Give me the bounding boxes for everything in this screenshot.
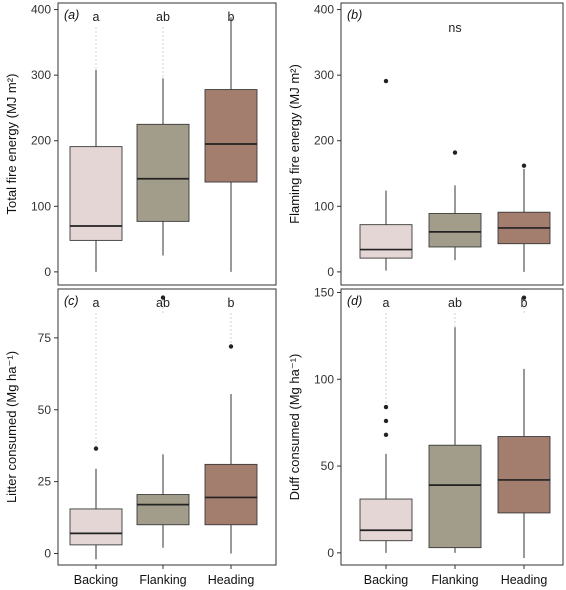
panel-label: (d) — [347, 294, 362, 308]
outlier-point — [521, 295, 527, 300]
box-iqr — [359, 224, 413, 259]
y-tick-label: 50 — [321, 459, 335, 473]
box-heading: b — [204, 296, 258, 554]
y-tick-label: 0 — [327, 265, 334, 279]
outlier-point — [452, 150, 458, 155]
x-category-label: Flanking — [139, 573, 186, 587]
y-tick-label: 150 — [314, 285, 334, 299]
significance-letter: a — [93, 296, 100, 310]
y-tick-label: 0 — [327, 546, 334, 560]
y-axis-label: Flaming fire energy (MJ m²) — [287, 64, 302, 224]
box-flanking: ab — [428, 296, 482, 553]
significance-letter: b — [228, 296, 235, 310]
box-iqr — [69, 146, 123, 241]
box-heading: b — [497, 295, 551, 559]
y-tick-label: 400 — [31, 3, 51, 17]
panel-frame — [57, 2, 277, 286]
y-tick-label: 0 — [44, 547, 51, 561]
box-backing: a — [359, 296, 413, 553]
significance-letter: a — [93, 10, 100, 24]
panel-4: 0 50 100 150 Duff consumed (Mg ha⁻¹) (d) a ab b B… — [287, 285, 564, 587]
annotation-ns: ns — [448, 21, 461, 35]
y-tick-label: 75 — [38, 331, 52, 345]
significance-letter: a — [383, 296, 390, 310]
panel-label: (b) — [347, 8, 362, 22]
significance-letter: ab — [156, 10, 170, 24]
outlier-point — [228, 344, 234, 349]
y-tick-label: 50 — [38, 403, 52, 417]
x-category-label: Backing — [74, 573, 119, 587]
box-iqr — [428, 444, 482, 549]
y-axis-label: Total fire energy (MJ m²) — [4, 74, 19, 215]
y-tick-label: 100 — [314, 372, 334, 386]
box-backing: a — [69, 10, 123, 272]
outlier-point — [383, 404, 389, 410]
y-tick-label: 25 — [38, 475, 52, 489]
box-heading: b — [204, 10, 258, 272]
x-category-label: Backing — [364, 573, 409, 587]
x-category-label: Heading — [501, 573, 548, 587]
box-backing — [359, 78, 413, 271]
significance-letter: ab — [448, 296, 462, 310]
panel-3: 0 25 50 75 Litter consumed (Mg ha⁻¹) (c) a ab b B… — [4, 288, 277, 587]
panel-2: 0 100 200 300 400 Flaming fire energy (MJ m²)… — [287, 2, 564, 286]
y-tick-label: 100 — [314, 199, 334, 213]
box-iqr — [497, 436, 551, 514]
y-tick-label: 300 — [314, 68, 334, 82]
y-tick-label: 0 — [44, 265, 51, 279]
y-tick-label: 200 — [31, 134, 51, 148]
significance-letter: ab — [156, 296, 170, 310]
panel-label: (c) — [64, 294, 79, 308]
y-tick-label: 100 — [31, 199, 51, 213]
y-tick-label: 200 — [314, 134, 334, 148]
box-flanking: ab — [136, 10, 190, 256]
box-backing: a — [69, 296, 123, 560]
significance-letter: b — [228, 10, 235, 24]
significance-letter: b — [521, 296, 528, 310]
outlier-point — [383, 418, 389, 424]
panel-frame — [340, 2, 564, 286]
box-iqr — [359, 498, 413, 542]
y-tick-label: 400 — [314, 3, 334, 17]
box-iqr — [428, 213, 482, 248]
y-tick-label: 300 — [31, 68, 51, 82]
outlier-point — [93, 446, 99, 451]
box-iqr — [204, 89, 258, 183]
box-iqr — [204, 463, 258, 526]
box-iqr — [136, 123, 190, 222]
box-iqr — [136, 494, 190, 526]
outlier-point — [383, 78, 389, 84]
box-flanking — [428, 150, 482, 261]
outlier-point — [160, 295, 166, 300]
outlier-point — [383, 432, 389, 438]
panel-1: 0 100 200 300 400 Total fire energy (MJ m²) (a… — [4, 2, 277, 286]
panel-frame — [57, 288, 277, 566]
x-category-label: Heading — [208, 573, 255, 587]
outlier-point — [521, 163, 527, 168]
box-flanking: ab — [136, 295, 190, 548]
panel-label: (a) — [64, 8, 79, 22]
x-category-label: Flanking — [431, 573, 478, 587]
box-heading — [497, 163, 551, 272]
box-iqr — [69, 508, 123, 546]
panel-frame — [340, 288, 564, 566]
y-axis-label: Duff consumed (Mg ha⁻¹) — [287, 354, 302, 501]
y-axis-label: Litter consumed (Mg ha⁻¹) — [4, 351, 19, 503]
